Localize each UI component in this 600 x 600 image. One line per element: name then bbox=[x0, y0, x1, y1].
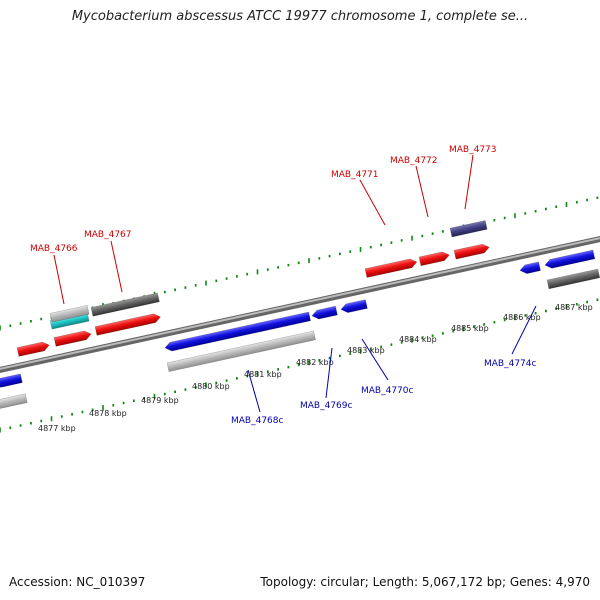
scale-label: 4885 kbp bbox=[451, 324, 489, 333]
reverse-gene-labels: MAB_4768c MAB_4769c MAB_4770c MAB_4774c bbox=[231, 305, 537, 426]
cds-reverse[interactable] bbox=[164, 311, 311, 352]
scale-label: 4883 kbp bbox=[347, 346, 385, 355]
forward-gene-labels: MAB_4766 MAB_4767 MAB_4771 MAB_4772 MAB_… bbox=[30, 145, 497, 305]
cds-forward[interactable] bbox=[53, 330, 92, 347]
scale-label: 4880 kbp bbox=[192, 382, 230, 391]
feature-track[interactable] bbox=[0, 220, 600, 410]
feature-grey[interactable] bbox=[90, 292, 160, 317]
cds-forward[interactable] bbox=[418, 251, 450, 267]
gene-label-mab-4773[interactable]: MAB_4773 bbox=[449, 145, 497, 155]
accession-text: Accession: NC_010397 bbox=[9, 575, 146, 589]
cds-reverse[interactable] bbox=[0, 373, 23, 389]
gene-label-mab-4774c[interactable]: MAB_4774c bbox=[484, 359, 537, 369]
gene-label-mab-4766[interactable]: MAB_4766 bbox=[30, 244, 78, 254]
feature-purple[interactable] bbox=[449, 220, 488, 238]
feature-light[interactable] bbox=[0, 393, 28, 410]
cds-reverse[interactable] bbox=[544, 249, 596, 269]
topology-text: Topology: circular; Length: 5,067,172 bp… bbox=[260, 575, 590, 589]
gene-label-mab-4769c[interactable]: MAB_4769c bbox=[300, 401, 353, 411]
gene-label-mab-4770c[interactable]: MAB_4770c bbox=[361, 386, 414, 396]
backbone-highlight bbox=[0, 237, 600, 370]
gene-label-mab-4767[interactable]: MAB_4767 bbox=[84, 230, 132, 240]
cds-reverse[interactable] bbox=[519, 261, 541, 275]
scale-label: 4886 kbp bbox=[503, 313, 541, 322]
feature-light[interactable] bbox=[166, 330, 316, 373]
scale-label: 4884 kbp bbox=[399, 335, 437, 344]
cds-forward[interactable] bbox=[94, 313, 161, 336]
scale-labels: 4877 kbp 4878 kbp 4879 kbp 4880 kbp 4881… bbox=[38, 303, 593, 433]
upper-tick-row bbox=[0, 196, 599, 331]
scale-label: 4882 kbp bbox=[296, 358, 334, 367]
cds-forward[interactable] bbox=[364, 258, 418, 278]
scale-label: 4877 kbp bbox=[38, 424, 76, 433]
cds-reverse[interactable] bbox=[311, 305, 338, 320]
cds-forward[interactable] bbox=[16, 341, 50, 357]
scale-label: 4879 kbp bbox=[141, 396, 179, 405]
gene-label-mab-4768c[interactable]: MAB_4768c bbox=[231, 416, 284, 426]
scale-label: 4881 kbp bbox=[244, 370, 282, 379]
scale-label: 4878 kbp bbox=[89, 409, 127, 418]
gene-label-mab-4771[interactable]: MAB_4771 bbox=[331, 170, 379, 180]
gene-label-mab-4772[interactable]: MAB_4772 bbox=[390, 156, 438, 166]
cds-reverse[interactable] bbox=[340, 299, 368, 314]
cds-forward[interactable] bbox=[453, 243, 490, 260]
feature-grey[interactable] bbox=[546, 268, 600, 290]
map-title: Mycobacterium abscessus ATCC 19977 chrom… bbox=[71, 9, 529, 24]
lower-tick-row bbox=[0, 298, 599, 433]
scale-label: 4887 kbp bbox=[555, 303, 593, 312]
feature-light[interactable] bbox=[49, 304, 90, 323]
